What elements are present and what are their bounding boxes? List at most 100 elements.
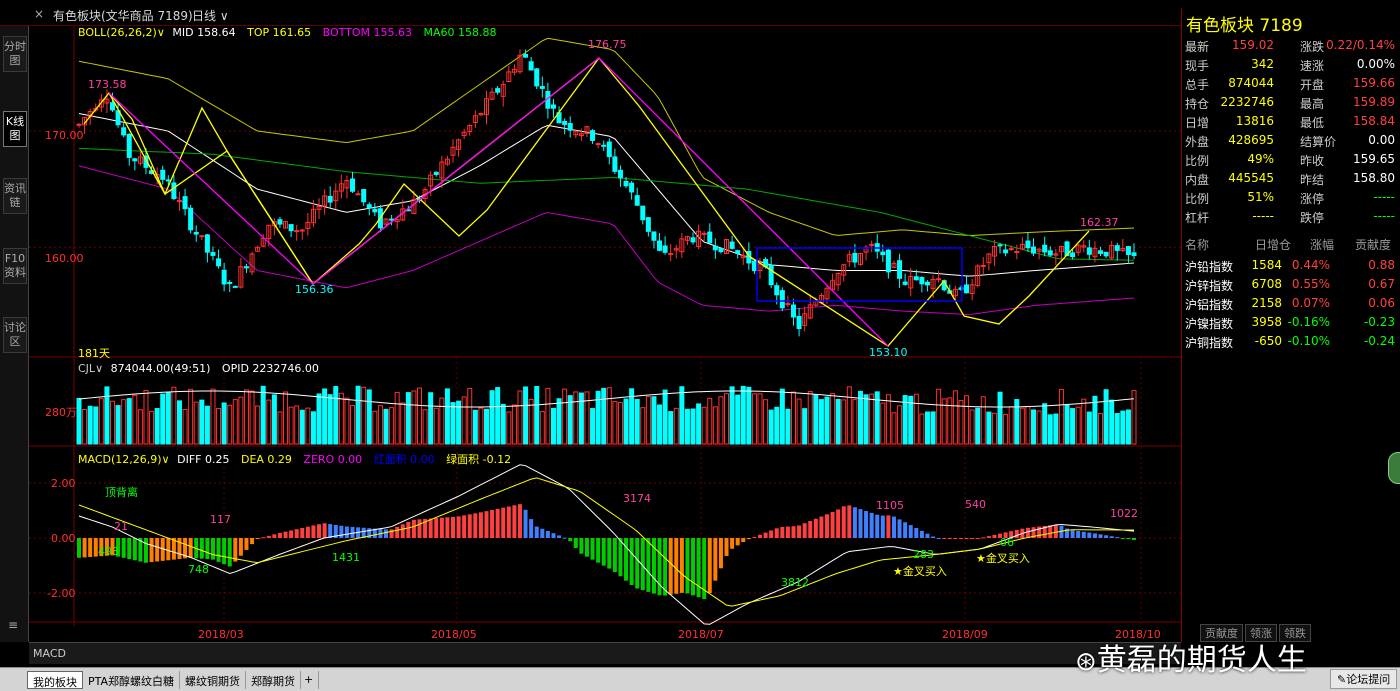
candle (277, 219, 283, 225)
quote-label[interactable]: 结算价 (1300, 135, 1337, 149)
candle (1042, 244, 1048, 253)
macd-bar (155, 538, 160, 562)
close-mark[interactable]: × (34, 7, 45, 21)
macd-bar (361, 527, 366, 538)
add-tab-button[interactable]: + (299, 671, 320, 689)
candle (483, 98, 489, 116)
macd-bar (981, 537, 986, 539)
volume-bar (93, 406, 99, 445)
volume-bars (76, 385, 1137, 445)
volume-bar (82, 408, 88, 445)
volume-bar (757, 393, 763, 445)
consolidation-box (756, 247, 963, 302)
annot-06: 06 (1000, 536, 1014, 549)
volume-bar (863, 394, 869, 445)
macd-bar (116, 538, 121, 557)
list-cell: 沪铜指数 (1185, 336, 1234, 350)
bottom-tab-2[interactable]: 螺纹铜期货 (180, 671, 246, 689)
macd-bar (964, 538, 969, 539)
annot-1431: 1431 (332, 551, 360, 564)
macd-bar (908, 525, 913, 538)
macd-bar (741, 538, 746, 543)
view-tab-2[interactable]: 资讯链 (3, 178, 27, 214)
candle (534, 68, 540, 87)
side-toggle-icon[interactable] (1388, 452, 1400, 484)
list-header-cell[interactable]: 日增仓 (1255, 238, 1292, 252)
macd-bar (942, 538, 947, 539)
candle (1086, 247, 1092, 255)
list-header-cell[interactable]: 名称 (1185, 238, 1210, 252)
macd-bar (752, 536, 757, 538)
macd-bar (199, 538, 204, 559)
volume-bar (288, 406, 294, 445)
list-item[interactable]: 沪铝指数 2158 0.07% 0.06 (1182, 294, 1400, 313)
bottom-tab-3[interactable]: 郑醇期货 (246, 671, 301, 689)
forum-button[interactable]: ✎论坛提问 (1330, 669, 1398, 689)
indicator-bar[interactable]: MACD (29, 642, 1181, 664)
volume-bar (997, 391, 1003, 445)
golden-cross-1-label: 金叉买入 (902, 565, 947, 578)
volume-bar (629, 388, 635, 445)
annot-540: 540 (965, 498, 986, 511)
macd-bar (344, 526, 349, 538)
list-header-cell[interactable]: 涨幅 (1310, 238, 1335, 252)
candle (126, 133, 132, 158)
bottom-tab-1[interactable]: PTA郑醇螺纹白糖 (83, 671, 181, 689)
macd-dropdown-icon[interactable]: ∨ (161, 453, 170, 466)
list-item[interactable]: 沪铅指数 1584 0.44% 0.88 (1182, 256, 1400, 275)
candle (590, 130, 596, 141)
candle (456, 139, 462, 150)
volume-bar (751, 393, 757, 445)
candle (489, 91, 495, 100)
candle (863, 246, 869, 253)
menu-icon[interactable]: ≡ (8, 618, 19, 632)
tab-leading-down[interactable]: 领跌 (1279, 624, 1311, 642)
volume-bar (126, 398, 132, 445)
volume-bar (885, 394, 891, 445)
bottom-tab-0[interactable]: 我的板块 (27, 671, 83, 689)
candle (768, 264, 774, 286)
candle (997, 244, 1003, 247)
list-item[interactable]: 沪镍指数 3958 -0.16% -0.23 (1182, 313, 1400, 332)
volume-bar (724, 393, 730, 445)
boll-dropdown-icon[interactable]: ∨ (156, 26, 165, 39)
volume-bar (210, 388, 216, 445)
volume-bar (506, 411, 512, 445)
volume-bar (433, 407, 439, 445)
quote-row: 日增 13816 最低 158.84 (1182, 112, 1400, 131)
macd-bar (869, 512, 874, 538)
macd-bar (891, 516, 896, 538)
list-item[interactable]: 沪铜指数 -650 -0.10% -0.24 (1182, 332, 1400, 351)
annot-divergence: 顶背离 (105, 486, 138, 499)
list-header-cell[interactable]: 贡献度 (1355, 238, 1392, 252)
star-icon: ★ (893, 565, 903, 578)
period-selector[interactable]: 日线 ∨ (192, 7, 229, 24)
quote-label: 最新 (1185, 40, 1210, 54)
tab-contribution[interactable]: 贡献度 (1200, 624, 1243, 642)
macd-bar (506, 506, 511, 538)
candle (495, 88, 501, 93)
view-tab-4[interactable]: 讨论区 (3, 317, 27, 353)
macd-bar (836, 509, 841, 538)
tab-leading-up[interactable]: 领涨 (1245, 624, 1277, 642)
cjl-dropdown-icon[interactable]: ∨ (95, 362, 104, 375)
view-tab-1[interactable]: K线图 (3, 111, 27, 147)
annot-1022: 1022 (1110, 507, 1138, 520)
chart-area[interactable]: BOLL(26,26,2)∨ MID 158.64 TOP 161.65 BOT… (29, 26, 1181, 642)
candle (936, 278, 942, 281)
list-item[interactable]: 沪锌指数 6708 0.55% 0.67 (1182, 275, 1400, 294)
view-tab-3[interactable]: F10资料 (3, 248, 27, 284)
x-label-0: 2018/03 (198, 628, 244, 641)
candle (846, 254, 852, 263)
volume-bar (634, 399, 640, 445)
view-tab-0[interactable]: 分时图 (3, 36, 27, 72)
macd-bar (852, 507, 857, 538)
candlestick-chart[interactable] (29, 26, 1181, 642)
macd-bar (434, 518, 439, 538)
macd-bar (484, 511, 489, 538)
quote-row: 杠杆 ----- 跌停 ----- (1182, 207, 1400, 226)
macd-bar (1081, 531, 1086, 538)
macd-bar (93, 538, 98, 557)
volume-y-label: 280万 (45, 406, 77, 419)
